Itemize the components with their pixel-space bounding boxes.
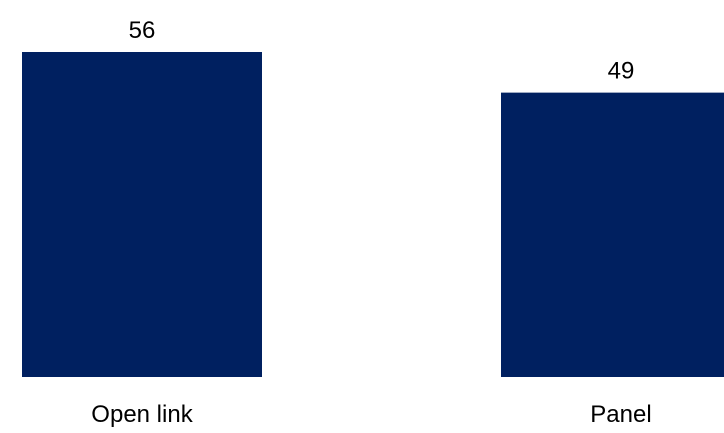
data-label-panel: 49 [608, 58, 635, 85]
category-label-open-link: Open link [91, 401, 193, 428]
bar-open-link [22, 52, 262, 377]
bar-panel [501, 92, 724, 377]
category-label-panel: Panel [590, 401, 651, 428]
bars-group [22, 52, 724, 377]
data-label-open-link: 56 [129, 17, 156, 44]
category-labels-group: Open link Panel [91, 401, 651, 428]
value-labels-group: 56 49 [129, 17, 635, 85]
